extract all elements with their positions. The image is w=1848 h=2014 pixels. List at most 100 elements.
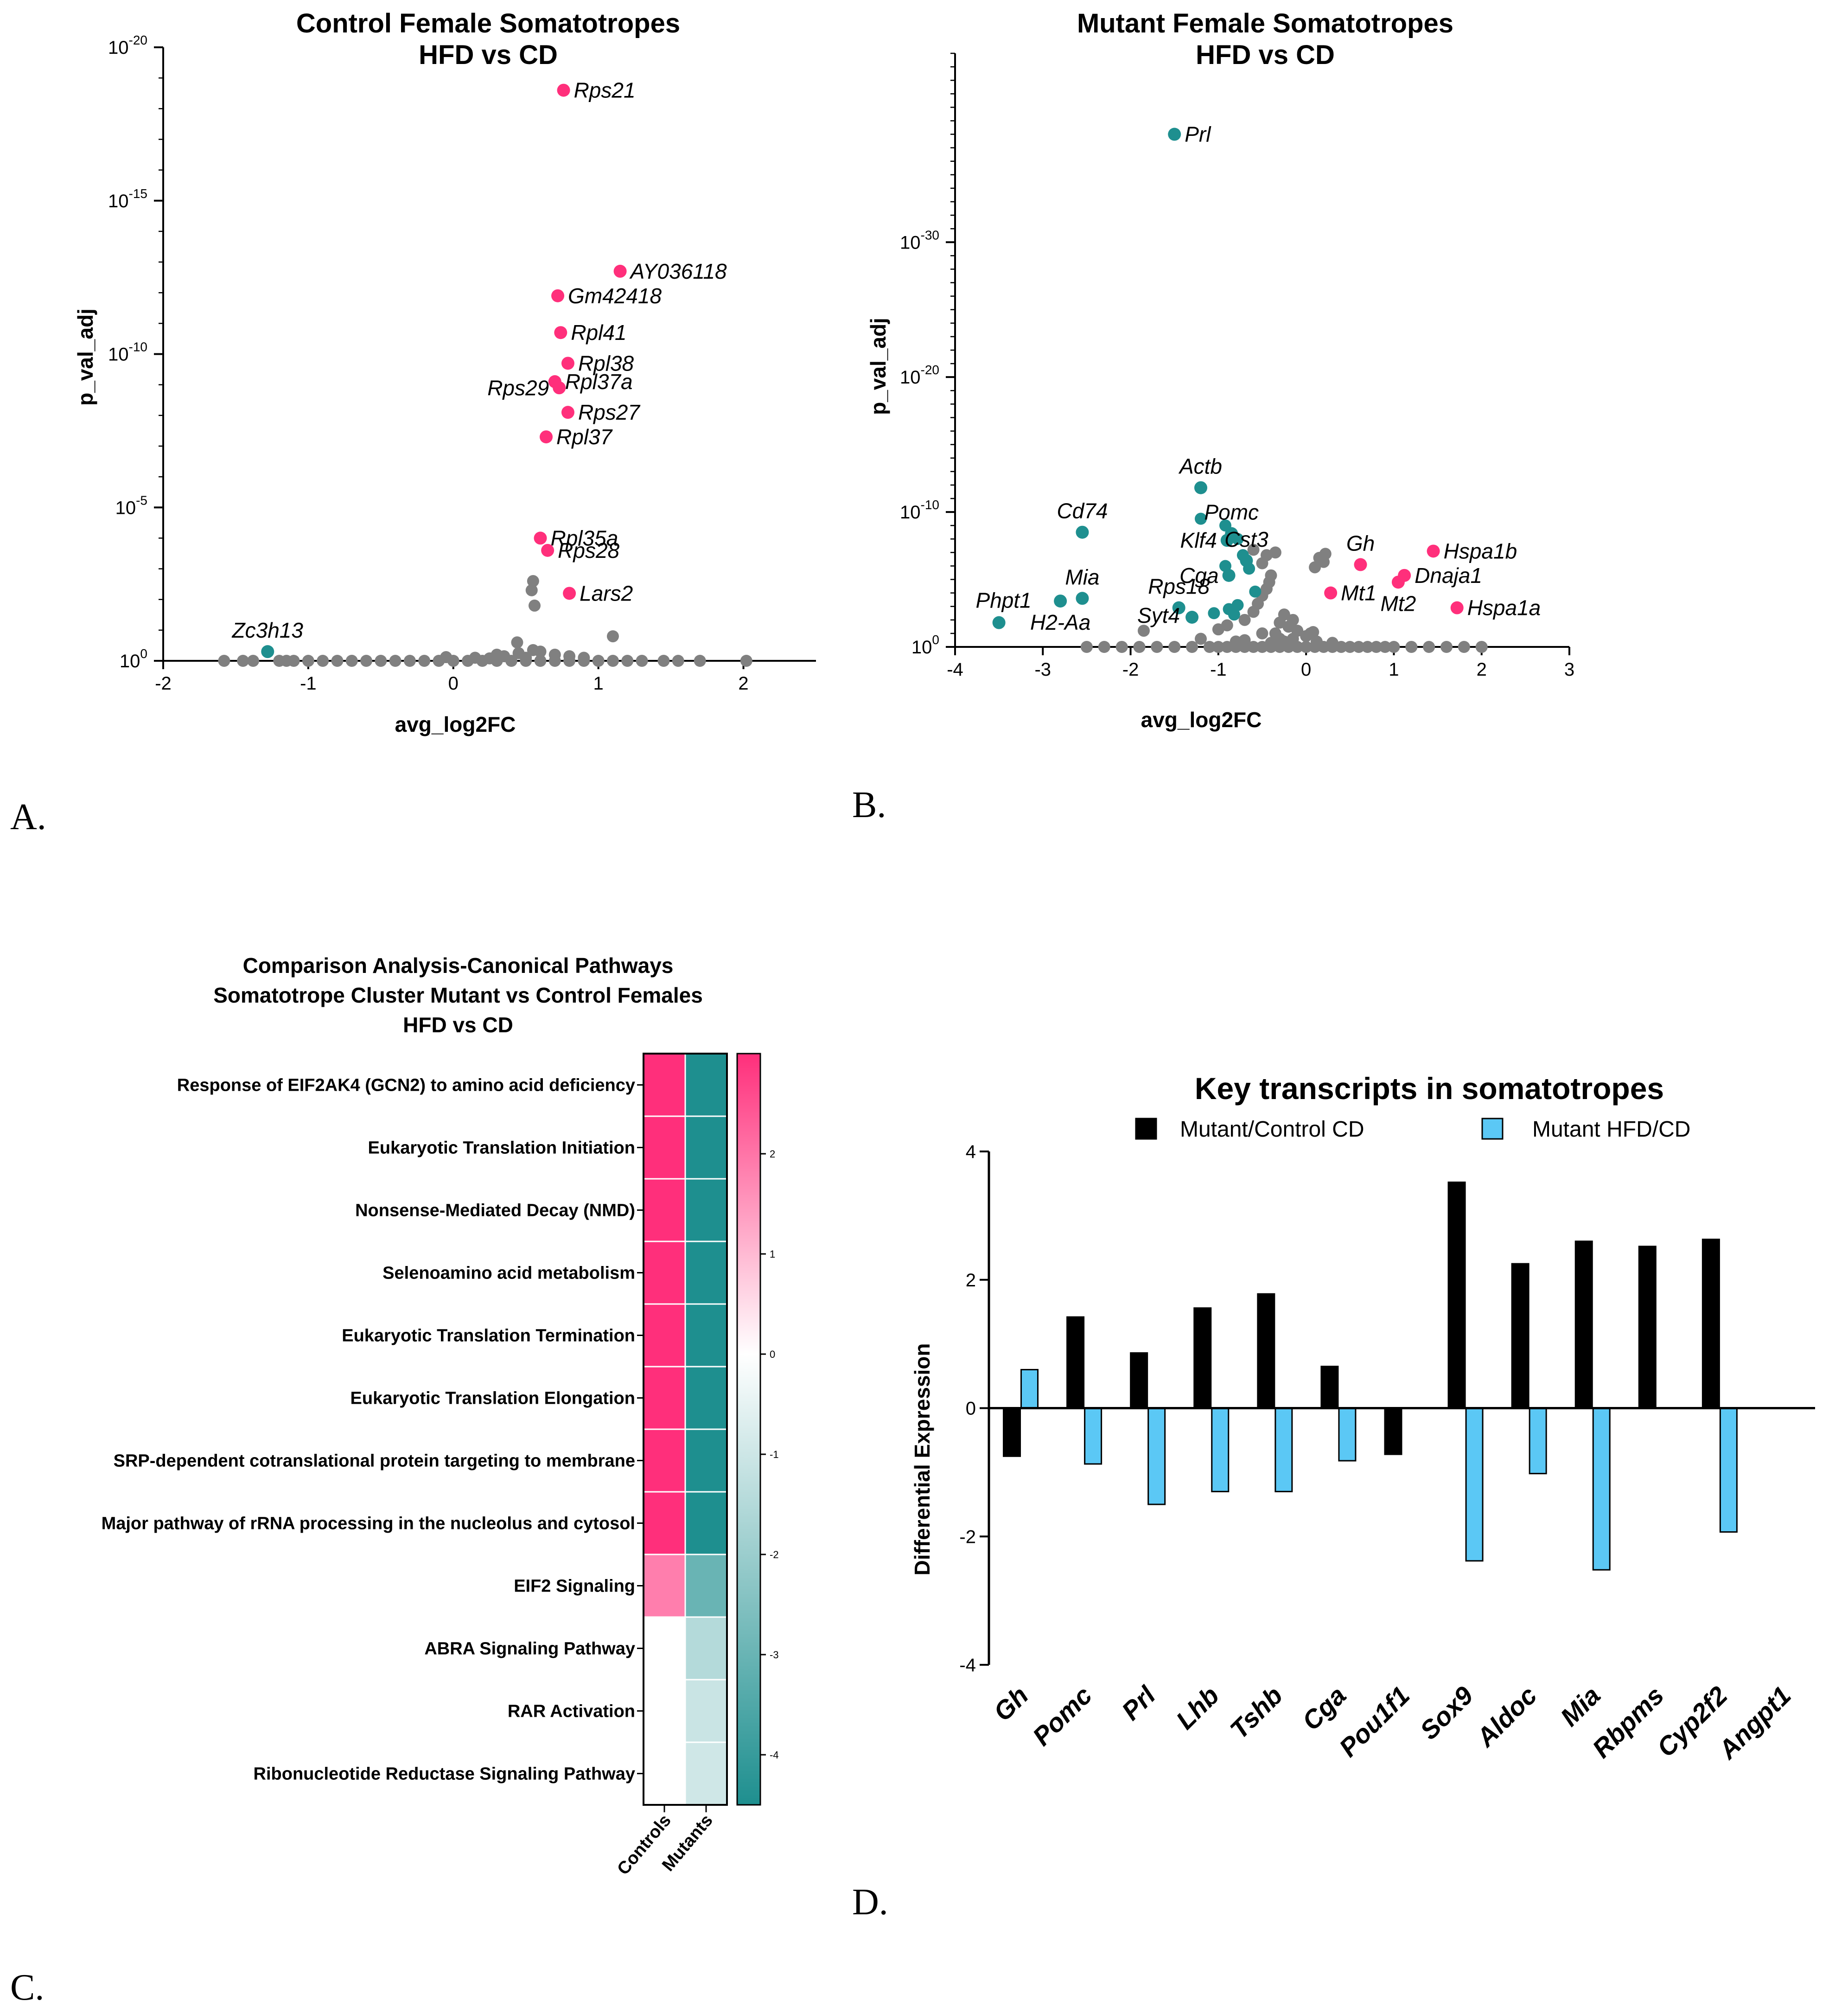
gene-label: Rps27: [578, 400, 640, 424]
point-actb: [1194, 481, 1207, 494]
ns-point: [1278, 608, 1290, 621]
gene-label: Rps21: [574, 78, 636, 102]
ns-point: [1287, 614, 1299, 626]
point-rps28: [541, 543, 554, 557]
ns-point: [1080, 641, 1093, 653]
bar-mutant-control-pomc: [1066, 1316, 1085, 1409]
gene-label: Rpl37: [556, 425, 613, 449]
heatmap-cell: [684, 1428, 728, 1493]
ns-point: [1278, 635, 1290, 648]
ns-point: [520, 652, 532, 664]
pathway-label: Response of EIF2AK4 (GCN2) to amino acid…: [177, 1076, 635, 1095]
ns-point: [1475, 641, 1488, 653]
ns-point: [534, 646, 547, 658]
ns-point: [740, 655, 752, 667]
ns-point: [1388, 641, 1400, 653]
colorbar-tick-label: -4: [770, 1749, 779, 1761]
panel-label-b: B.: [852, 785, 886, 825]
heatmap-cell: [684, 1679, 728, 1743]
ns-point: [1168, 641, 1181, 653]
bar-mutant-control-aldoc: [1511, 1263, 1529, 1409]
bar-mutant-control-cyp2f2: [1701, 1239, 1720, 1409]
ns-point: [636, 655, 648, 667]
y-tick-label: 10-10: [900, 498, 939, 523]
point-prl: [1168, 128, 1181, 141]
point-lars2: [563, 587, 576, 600]
ns-point: [1151, 641, 1163, 653]
plot-b-title: Mutant Female Somatotropes: [1077, 8, 1453, 38]
point-cd74: [1076, 525, 1089, 539]
point-hspa1b: [1427, 544, 1440, 558]
category-label: Aldoc: [1470, 1681, 1542, 1753]
ns-point: [592, 655, 605, 667]
gene-label: Hspa1b: [1444, 539, 1517, 563]
heatmap-cell: [643, 1616, 686, 1681]
heatmap-title-2: Somatotrope Cluster Mutant vs Control Fe…: [213, 983, 703, 1007]
ns-point: [1115, 641, 1128, 653]
point-mt2: [1391, 575, 1405, 589]
pathway-label: SRP-dependent cotranslational protein ta…: [114, 1451, 635, 1471]
ns-point: [1319, 548, 1332, 560]
bar-mutant-hfd-pomc: [1084, 1407, 1102, 1465]
y-tick-label: 10-15: [108, 186, 147, 211]
y-tick-label: -4: [959, 1655, 976, 1675]
y-tick-label: 100: [911, 633, 939, 658]
colorbar-tick-label: 1: [770, 1248, 775, 1260]
ns-point: [528, 599, 541, 612]
bar-mutant-hfd-gh: [1020, 1368, 1039, 1409]
plot-b-xlabel: avg_log2FC: [1141, 708, 1262, 732]
gene-label: Mt1: [1341, 581, 1376, 605]
heatmap-cell: [684, 1741, 728, 1806]
ns-point: [1307, 626, 1319, 638]
point-mia: [1076, 592, 1089, 605]
ns-point: [317, 655, 329, 667]
point-rps29: [553, 381, 566, 395]
gene-label: Hspa1a: [1467, 596, 1541, 620]
heatmap-cell: [643, 1679, 686, 1743]
heatmap-cell: [684, 1616, 728, 1681]
point-mt1: [1324, 586, 1338, 600]
y-tick-label: 0: [966, 1399, 976, 1419]
down-point: [1208, 607, 1220, 620]
ns-point: [1344, 641, 1356, 653]
y-tick-label: 10-20: [108, 33, 147, 58]
gene-label: Rpl41: [571, 320, 626, 345]
ns-point: [1203, 641, 1216, 653]
bar-mutant-control-prl: [1130, 1352, 1148, 1409]
ns-point: [1256, 627, 1268, 639]
heatmap-cell: [643, 1428, 686, 1493]
plot-a-ylabel: p_val_adj: [73, 308, 97, 406]
legend-label-1: Mutant/Control CD: [1180, 1117, 1364, 1142]
ns-point: [1361, 641, 1374, 653]
ns-point: [1186, 641, 1198, 653]
ns-point: [563, 650, 576, 663]
pathway-label: Nonsense-Mediated Decay (NMD): [355, 1201, 635, 1221]
colorbar-tick-label: -3: [770, 1649, 779, 1661]
bar-mutant-hfd-cga: [1338, 1407, 1357, 1462]
ns-point: [1458, 641, 1470, 653]
ns-point: [534, 655, 547, 667]
point-rps27: [561, 406, 574, 419]
x-tick-label: 1: [1389, 659, 1399, 680]
point-zc3h13: [261, 645, 274, 659]
gene-label: Gh: [1346, 531, 1375, 556]
pathway-label: Eukaryotic Translation Termination: [342, 1326, 635, 1346]
point-rpl41: [554, 326, 567, 339]
x-tick-label: 0: [448, 673, 459, 694]
ns-point: [1195, 633, 1207, 645]
plot-a-area: -2 -1 0 1 2 100 10-5 10-10 10-15 10-20 Rps21 AY0361…: [108, 33, 816, 694]
point-rps21: [557, 83, 570, 97]
y-tick-label: 10-30: [900, 228, 939, 253]
gene-label: Pomc: [1204, 500, 1259, 524]
bar-mutant-control-gh: [1003, 1407, 1021, 1457]
gene-label: Mt2: [1381, 591, 1416, 615]
bar-mutant-control-sox9: [1447, 1181, 1466, 1409]
ns-point: [548, 648, 561, 661]
colorbar-tick-label: 0: [770, 1349, 775, 1360]
colorbar-tick-label: 2: [770, 1148, 775, 1160]
ns-point: [389, 655, 401, 667]
gene-label: Zc3h13: [232, 618, 304, 642]
x-tick-label: 1: [593, 673, 604, 694]
